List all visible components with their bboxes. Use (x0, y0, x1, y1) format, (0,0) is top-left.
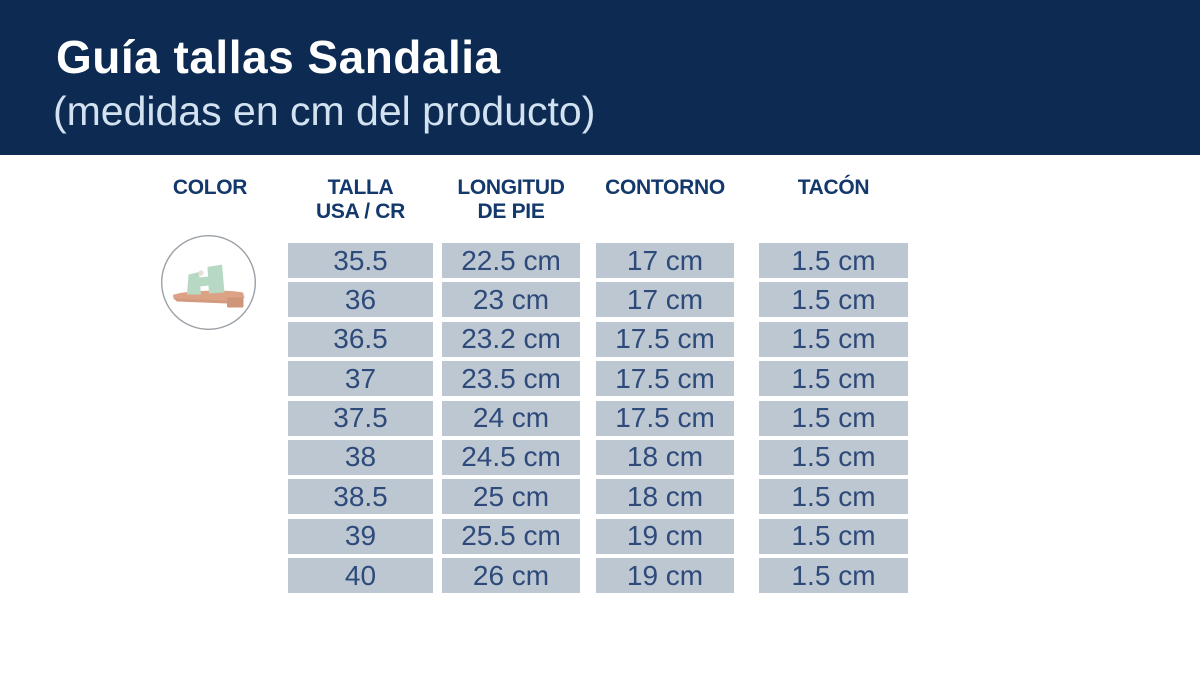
cell-contorno: 17.5 cm (596, 321, 734, 357)
cell-tacon: 1.5 cm (759, 321, 908, 357)
column-header-longitud: LONGITUD DE PIE (457, 176, 565, 224)
table-row: 35.5 22.5 cm 17 cm 1.5 cm (288, 243, 908, 278)
cell-talla: 37.5 (288, 400, 433, 436)
cell-longitud: 23.5 cm (442, 361, 580, 397)
cell-talla: 38.5 (288, 479, 433, 515)
cell-longitud: 22.5 cm (442, 243, 580, 278)
size-table-body: 35.5 22.5 cm 17 cm 1.5 cm 36 23 cm 17 cm… (288, 243, 908, 598)
cell-contorno: 17 cm (596, 282, 734, 318)
cell-contorno: 18 cm (596, 479, 734, 515)
cell-tacon: 1.5 cm (759, 518, 908, 554)
cell-longitud: 25.5 cm (442, 518, 580, 554)
cell-tacon: 1.5 cm (759, 439, 908, 475)
cell-contorno: 19 cm (596, 558, 734, 594)
table-row: 39 25.5 cm 19 cm 1.5 cm (288, 518, 908, 554)
cell-tacon: 1.5 cm (759, 558, 908, 594)
column-header-talla: TALLA USA / CR (316, 176, 405, 224)
cell-tacon: 1.5 cm (759, 243, 908, 278)
column-header-color: COLOR (172, 176, 248, 199)
header-banner: Guía tallas Sandalia (medidas en cm del … (0, 0, 1200, 155)
page-subtitle: (medidas en cm del producto) (53, 88, 596, 134)
table-row: 40 26 cm 19 cm 1.5 cm (288, 558, 908, 594)
cell-talla: 36 (288, 282, 433, 318)
cell-longitud: 25 cm (442, 479, 580, 515)
table-row: 36 23 cm 17 cm 1.5 cm (288, 282, 908, 318)
cell-contorno: 19 cm (596, 518, 734, 554)
table-row: 38.5 25 cm 18 cm 1.5 cm (288, 479, 908, 515)
table-row: 36.5 23.2 cm 17.5 cm 1.5 cm (288, 321, 908, 357)
cell-longitud: 24 cm (442, 400, 580, 436)
cell-talla: 38 (288, 439, 433, 475)
column-header-tacon: TACÓN (797, 176, 870, 199)
cell-contorno: 17.5 cm (596, 400, 734, 436)
cell-longitud: 23 cm (442, 282, 580, 318)
table-row: 38 24.5 cm 18 cm 1.5 cm (288, 439, 908, 475)
cell-contorno: 18 cm (596, 439, 734, 475)
cell-longitud: 24.5 cm (442, 439, 580, 475)
cell-tacon: 1.5 cm (759, 361, 908, 397)
cell-talla: 39 (288, 518, 433, 554)
color-swatch (160, 234, 257, 331)
cell-tacon: 1.5 cm (759, 400, 908, 436)
page-title: Guía tallas Sandalia (56, 31, 501, 83)
cell-tacon: 1.5 cm (759, 282, 908, 318)
sandal-image (161, 235, 256, 330)
cell-tacon: 1.5 cm (759, 479, 908, 515)
cell-longitud: 26 cm (442, 558, 580, 594)
table-row: 37.5 24 cm 17.5 cm 1.5 cm (288, 400, 908, 436)
cell-longitud: 23.2 cm (442, 321, 580, 357)
cell-talla: 35.5 (288, 243, 433, 278)
cell-talla: 37 (288, 361, 433, 397)
column-header-contorno: CONTORNO (605, 176, 725, 199)
cell-talla: 36.5 (288, 321, 433, 357)
cell-talla: 40 (288, 558, 433, 594)
cell-contorno: 17 cm (596, 243, 734, 278)
table-row: 37 23.5 cm 17.5 cm 1.5 cm (288, 361, 908, 397)
cell-contorno: 17.5 cm (596, 361, 734, 397)
